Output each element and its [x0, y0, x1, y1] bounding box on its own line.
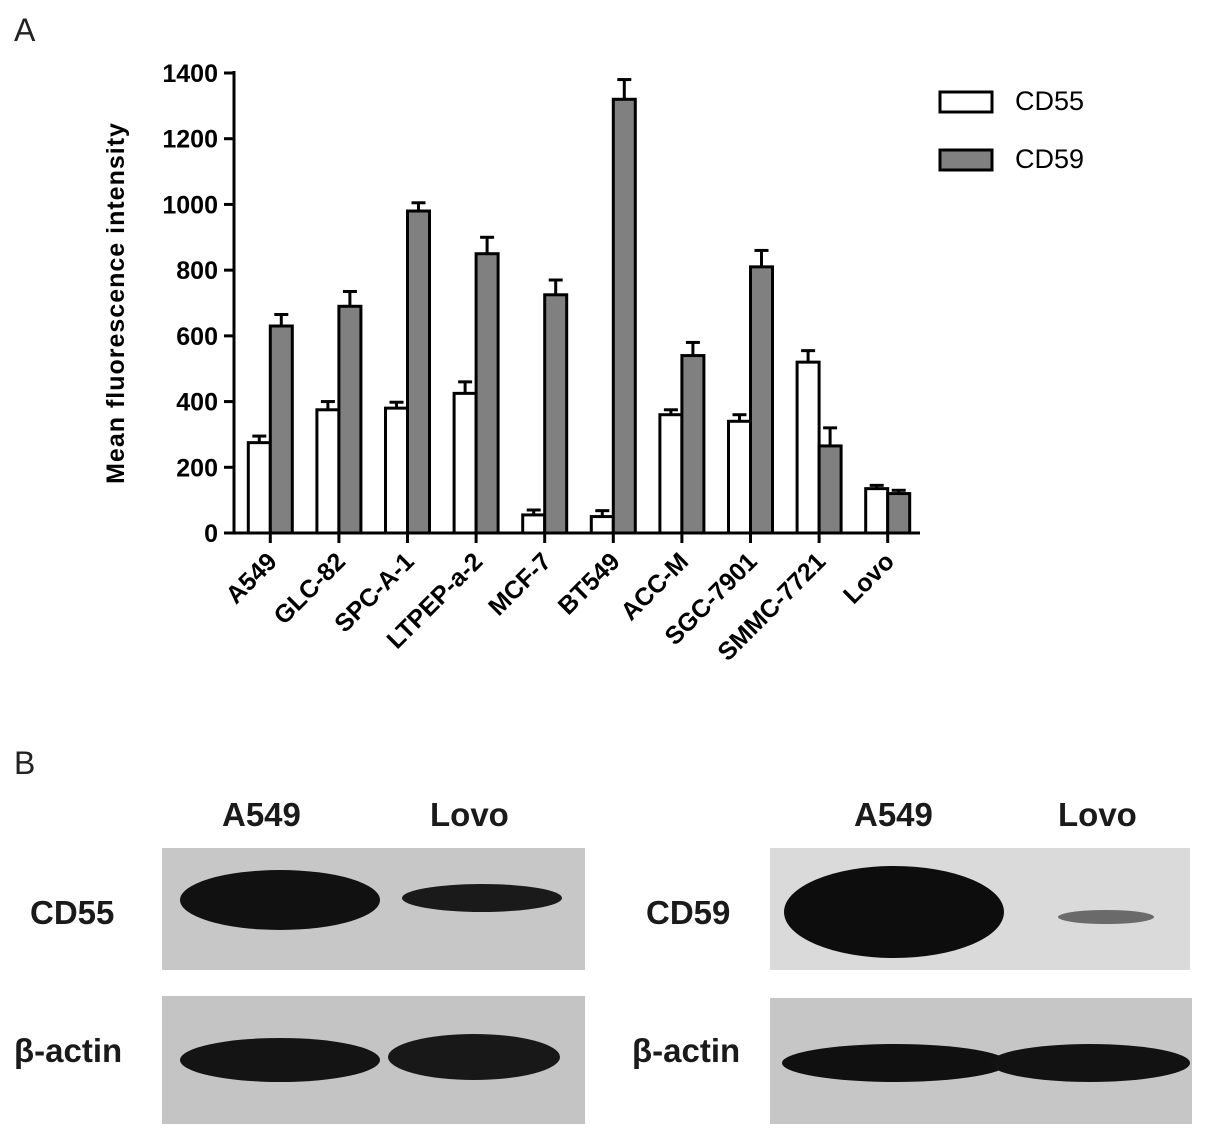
bar-cd59-smmc-7721 — [817, 444, 843, 535]
band-cd59-lovo — [1058, 910, 1154, 924]
row-label-beta-actin: β-actin — [14, 1032, 123, 1069]
y-tick-label: 400 — [176, 389, 218, 417]
x-tick-label: BT549 — [553, 547, 626, 620]
y-axis-title: Mean fluorescence intensity — [102, 122, 130, 484]
western-blot-left: A549 Lovo CD55 β-actin — [0, 780, 600, 1130]
bar-cd55-spc-a-1 — [384, 406, 409, 535]
band-actin-a549 — [782, 1044, 1008, 1082]
x-tick-label: Lovo — [838, 547, 900, 609]
band-cd55-lovo — [402, 884, 562, 912]
panel-a-label: A — [14, 12, 36, 48]
membrane-actin-left — [162, 996, 585, 1124]
band-cd59-a549 — [784, 866, 1004, 958]
bar-cd55-sgc-7901 — [727, 419, 752, 535]
bar-cd59-acc-m — [680, 354, 706, 535]
bar-cd59-bt549 — [611, 97, 637, 535]
lane-label-a549: A549 — [854, 796, 933, 833]
x-tick-label: A549 — [220, 547, 282, 609]
lane-label-lovo: Lovo — [1058, 796, 1137, 833]
bar-chart: 0 200 400 600 800 1000 1200 1400 Mean fluorescen… — [102, 60, 1084, 666]
bar-cd55-mcf-7 — [521, 513, 547, 535]
band-actin-lovo — [388, 1034, 560, 1080]
bar-cd55-glc-82 — [315, 408, 341, 535]
bar-cd59-spc-a-1 — [406, 209, 431, 535]
bar-cd55-smmc-7721 — [795, 360, 821, 535]
bar-cd55-a549 — [246, 441, 272, 535]
band-actin-a549 — [180, 1038, 380, 1082]
y-tick-label: 1400 — [162, 60, 218, 88]
bar-cd59-sgc-7901 — [749, 265, 774, 535]
bar-cd59-glc-82 — [337, 304, 363, 535]
y-tick-label: 800 — [176, 257, 218, 285]
row-label-beta-actin: β-actin — [632, 1032, 741, 1069]
y-tick-label: 600 — [176, 323, 218, 351]
x-tick-label: MCF-7 — [483, 547, 557, 621]
bar-cd55-lovo — [864, 487, 890, 535]
membrane-actin-right — [770, 998, 1192, 1124]
lane-label-a549: A549 — [222, 796, 301, 833]
legend-label-cd59: CD59 — [1015, 144, 1084, 174]
bar-cd59-ltpep-a-2 — [474, 252, 500, 535]
y-tick-label: 1000 — [162, 191, 218, 219]
y-tick-label: 200 — [176, 454, 218, 482]
membrane-cd55 — [162, 848, 585, 970]
legend-swatch-cd55 — [938, 90, 994, 114]
lane-label-lovo: Lovo — [430, 796, 509, 833]
row-label-cd55: CD55 — [30, 894, 115, 931]
legend-swatch-cd59 — [938, 148, 994, 172]
band-actin-lovo — [990, 1044, 1190, 1082]
y-tick-label: 1200 — [162, 126, 218, 154]
y-tick-label: 0 — [204, 520, 218, 548]
bar-cd59-mcf-7 — [543, 293, 569, 535]
panel-b-label: B — [14, 745, 36, 781]
bar-cd55-acc-m — [658, 413, 684, 535]
bar-cd59-a549 — [268, 324, 294, 535]
bar-cd55-ltpep-a-2 — [452, 391, 478, 535]
western-blot-right: A549 Lovo CD59 β-actin — [600, 780, 1205, 1130]
legend-label-cd55: CD55 — [1015, 86, 1084, 116]
bar-cd59-lovo — [886, 492, 912, 535]
membrane-cd59 — [770, 848, 1190, 970]
bar-cd55-bt549 — [589, 515, 615, 535]
row-label-cd59: CD59 — [646, 894, 731, 931]
band-cd55-a549 — [180, 870, 380, 930]
